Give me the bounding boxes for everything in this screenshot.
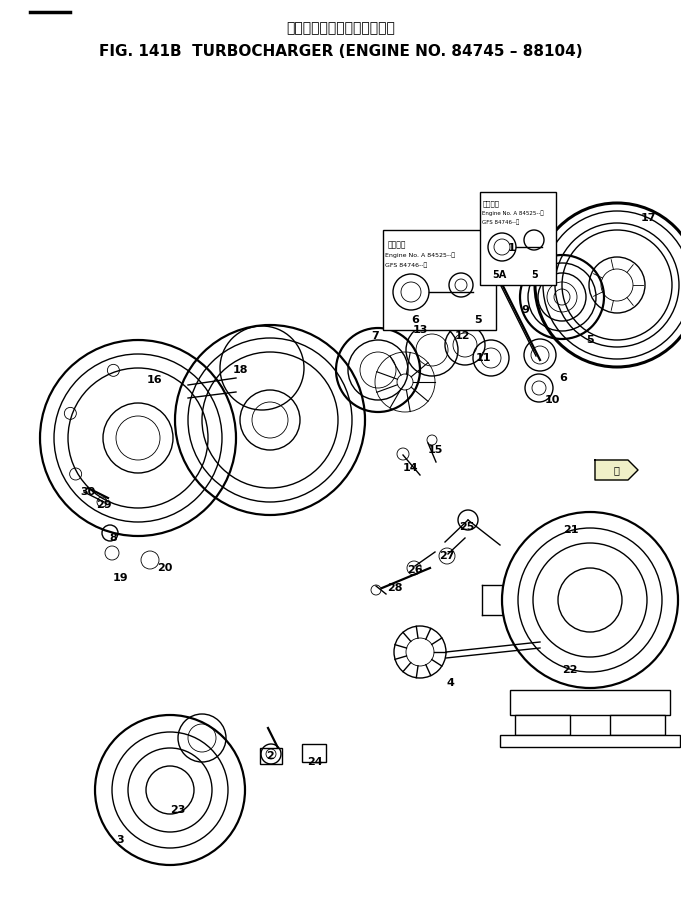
FancyBboxPatch shape: [500, 735, 680, 747]
Text: 24: 24: [307, 757, 323, 767]
Text: 10: 10: [544, 395, 560, 405]
Text: 適用号機: 適用号機: [483, 200, 500, 207]
Text: 14: 14: [402, 463, 418, 473]
Text: Engine No. A 84525--・: Engine No. A 84525--・: [385, 252, 455, 258]
Text: 9: 9: [521, 305, 529, 315]
Polygon shape: [595, 460, 638, 480]
Text: 適用号機: 適用号機: [388, 240, 407, 249]
Text: 先: 先: [613, 465, 619, 475]
Text: 18: 18: [232, 365, 248, 375]
FancyBboxPatch shape: [510, 690, 670, 715]
Text: 4: 4: [446, 678, 454, 688]
Text: 26: 26: [407, 565, 423, 575]
Text: ターボチャージャ　適用号機: ターボチャージャ 適用号機: [286, 21, 395, 35]
FancyBboxPatch shape: [302, 744, 326, 762]
Text: 28: 28: [387, 583, 402, 593]
Text: FIG. 141B  TURBOCHARGER (ENGINE NO. 84745 – 88104): FIG. 141B TURBOCHARGER (ENGINE NO. 84745…: [99, 45, 582, 59]
Text: 23: 23: [170, 805, 186, 815]
Text: 5: 5: [474, 315, 482, 325]
Text: 17: 17: [640, 213, 656, 223]
Text: Engine No. A 84525--・: Engine No. A 84525--・: [482, 210, 543, 216]
Text: 5: 5: [532, 270, 539, 280]
Text: 29: 29: [96, 500, 112, 510]
FancyBboxPatch shape: [515, 715, 570, 735]
Text: 30: 30: [80, 487, 95, 497]
Text: 20: 20: [157, 563, 173, 573]
Text: 12: 12: [454, 331, 470, 341]
Text: 5: 5: [586, 335, 594, 345]
Text: 11: 11: [475, 353, 491, 363]
Text: 27: 27: [439, 551, 455, 561]
FancyBboxPatch shape: [610, 715, 665, 735]
Text: 5A: 5A: [492, 270, 506, 280]
Text: 19: 19: [112, 573, 128, 583]
FancyBboxPatch shape: [383, 230, 496, 330]
Text: 21: 21: [563, 525, 579, 535]
Text: 25: 25: [459, 522, 475, 532]
Text: 6: 6: [559, 373, 567, 383]
Text: 3: 3: [116, 835, 124, 845]
Text: 15: 15: [427, 445, 443, 455]
Text: GFS 84746--・: GFS 84746--・: [482, 219, 519, 224]
Text: 2: 2: [266, 751, 274, 761]
FancyBboxPatch shape: [260, 748, 282, 764]
FancyBboxPatch shape: [480, 192, 556, 285]
Text: GFS 84746--・: GFS 84746--・: [385, 262, 427, 268]
Text: 7: 7: [371, 331, 379, 341]
Text: 1: 1: [508, 243, 516, 253]
Text: 13: 13: [412, 325, 428, 335]
Text: 16: 16: [147, 375, 163, 385]
Text: 8: 8: [109, 533, 117, 543]
Text: 6: 6: [411, 315, 419, 325]
Text: 22: 22: [563, 665, 577, 675]
